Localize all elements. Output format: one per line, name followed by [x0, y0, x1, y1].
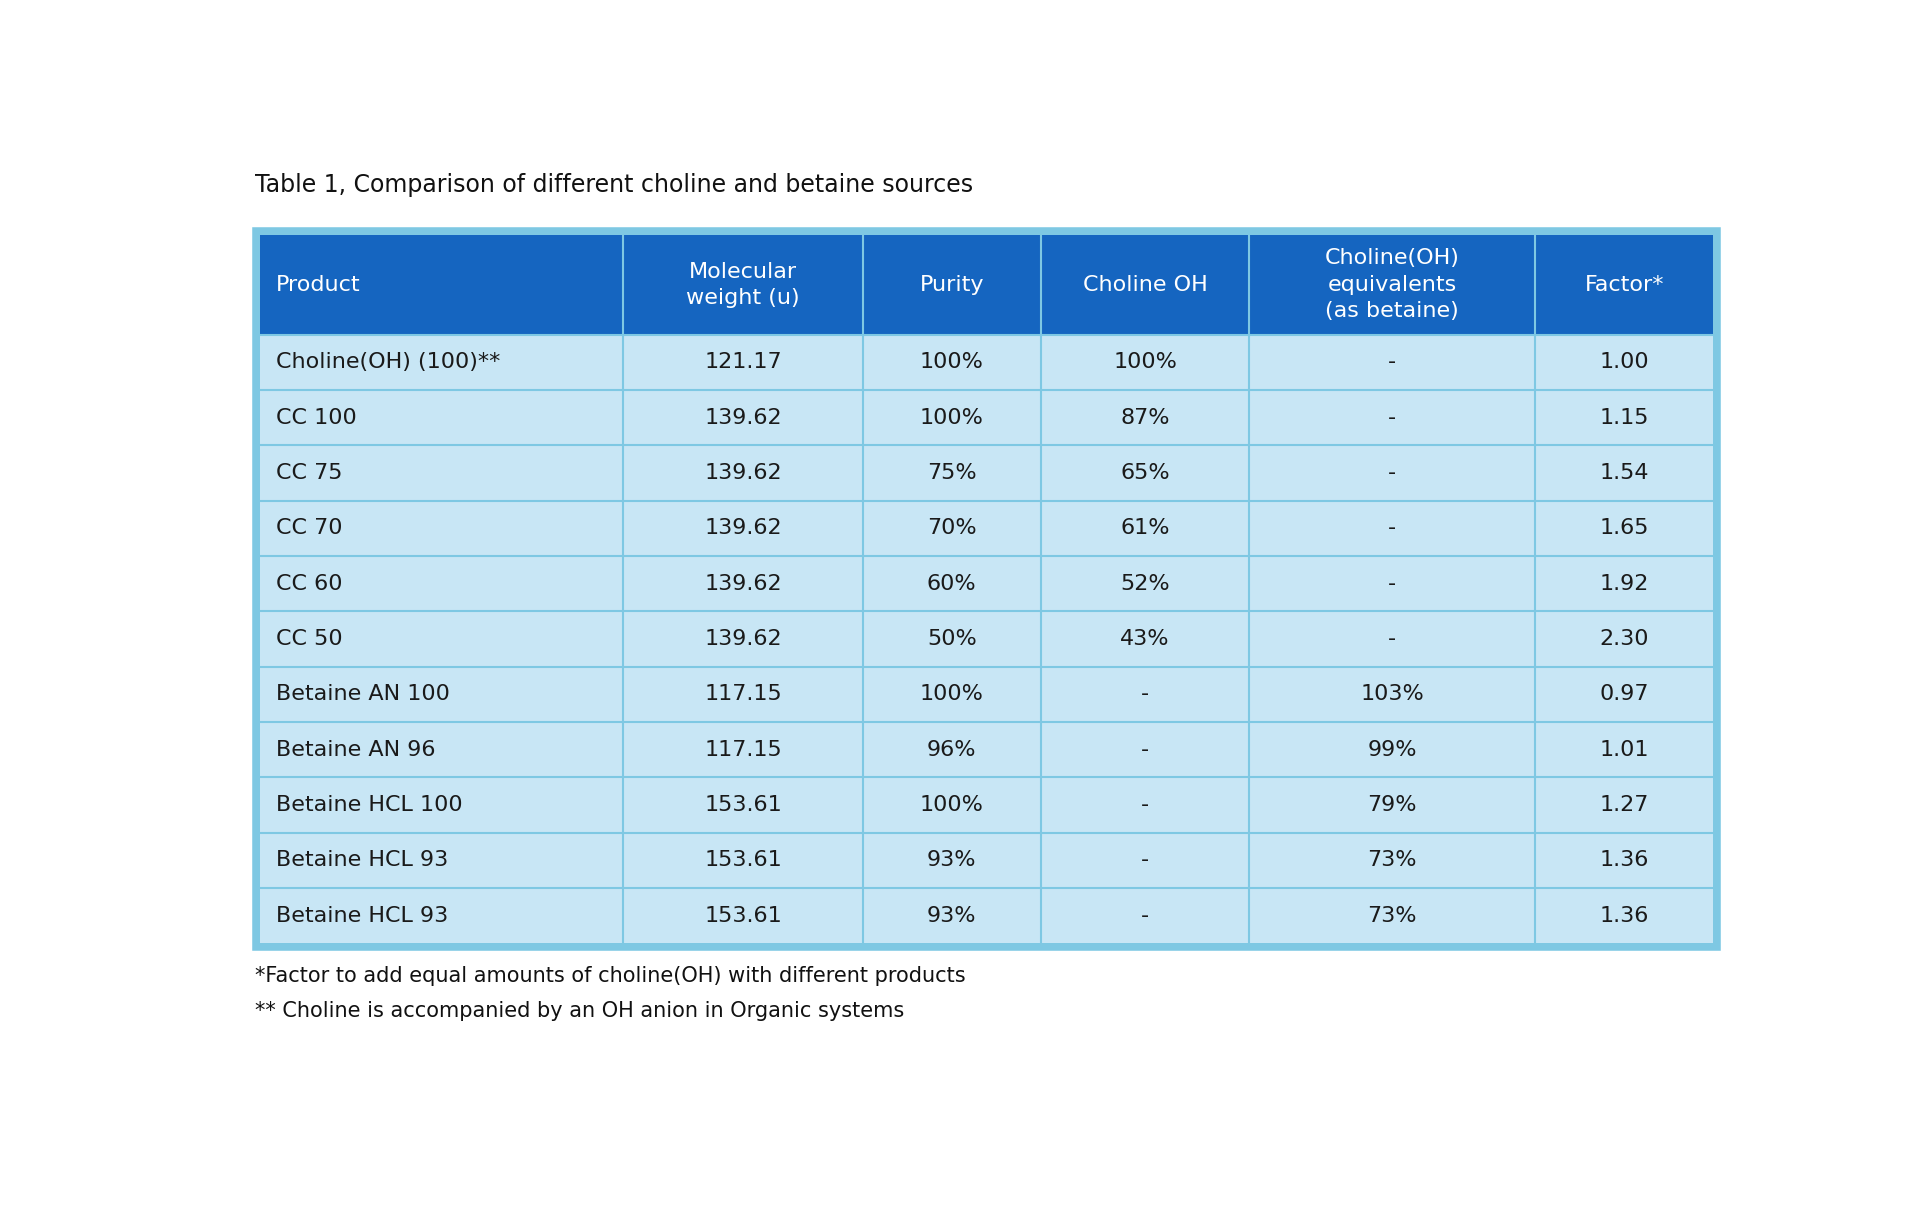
- Text: 117.15: 117.15: [705, 739, 782, 760]
- Bar: [260, 500, 1713, 556]
- Text: 1.36: 1.36: [1600, 905, 1650, 926]
- Text: 1.65: 1.65: [1600, 518, 1650, 538]
- Text: 100%: 100%: [1113, 353, 1176, 372]
- Text: 139.62: 139.62: [705, 462, 782, 483]
- Text: 93%: 93%: [928, 850, 976, 870]
- Text: 153.61: 153.61: [705, 795, 782, 815]
- Text: 43%: 43%: [1120, 630, 1170, 649]
- Text: 2.30: 2.30: [1600, 630, 1650, 649]
- Text: -: -: [1388, 630, 1396, 649]
- Text: Choline(OH)
equivalents
(as betaine): Choline(OH) equivalents (as betaine): [1324, 249, 1459, 321]
- Text: 52%: 52%: [1120, 573, 1170, 594]
- Text: -: -: [1388, 407, 1396, 427]
- Text: 139.62: 139.62: [705, 518, 782, 538]
- Text: 87%: 87%: [1120, 407, 1170, 427]
- Text: 60%: 60%: [928, 573, 976, 594]
- Text: -: -: [1142, 684, 1149, 704]
- Text: Molecular
weight (u): Molecular weight (u): [687, 261, 801, 307]
- Text: 75%: 75%: [928, 462, 976, 483]
- Text: Betaine HCL 93: Betaine HCL 93: [275, 850, 449, 870]
- Text: CC 70: CC 70: [275, 518, 343, 538]
- Text: CC 60: CC 60: [275, 573, 343, 594]
- Text: 1.36: 1.36: [1600, 850, 1650, 870]
- Bar: [256, 231, 1717, 948]
- Text: -: -: [1388, 353, 1396, 372]
- Text: 100%: 100%: [920, 795, 984, 815]
- Text: Factor*: Factor*: [1584, 274, 1663, 295]
- Text: 100%: 100%: [920, 353, 984, 372]
- Text: CC 100: CC 100: [275, 407, 356, 427]
- Text: ** Choline is accompanied by an OH anion in Organic systems: ** Choline is accompanied by an OH anion…: [256, 1002, 905, 1021]
- Text: 139.62: 139.62: [705, 630, 782, 649]
- Text: 100%: 100%: [920, 407, 984, 427]
- Bar: [260, 722, 1713, 777]
- Text: 100%: 100%: [920, 684, 984, 704]
- Text: 1.00: 1.00: [1600, 353, 1650, 372]
- Text: 70%: 70%: [928, 518, 976, 538]
- Bar: [260, 833, 1713, 888]
- Text: Betaine AN 96: Betaine AN 96: [275, 739, 435, 760]
- Text: 1.54: 1.54: [1600, 462, 1650, 483]
- Text: Table 1, Comparison of different choline and betaine sources: Table 1, Comparison of different choline…: [256, 173, 974, 198]
- Text: -: -: [1142, 795, 1149, 815]
- Text: 96%: 96%: [928, 739, 976, 760]
- Text: 79%: 79%: [1367, 795, 1417, 815]
- Text: Purity: Purity: [920, 274, 984, 295]
- Bar: [260, 777, 1713, 833]
- Text: 153.61: 153.61: [705, 850, 782, 870]
- Text: 50%: 50%: [928, 630, 976, 649]
- Text: -: -: [1388, 573, 1396, 594]
- Text: -: -: [1142, 739, 1149, 760]
- Text: 1.92: 1.92: [1600, 573, 1650, 594]
- Text: Betaine AN 100: Betaine AN 100: [275, 684, 449, 704]
- Text: 1.15: 1.15: [1600, 407, 1650, 427]
- Text: -: -: [1142, 850, 1149, 870]
- Text: 73%: 73%: [1367, 850, 1417, 870]
- Text: 61%: 61%: [1120, 518, 1170, 538]
- Text: CC 75: CC 75: [275, 462, 343, 483]
- Text: 93%: 93%: [928, 905, 976, 926]
- Text: *Factor to add equal amounts of choline(OH) with different products: *Factor to add equal amounts of choline(…: [256, 966, 966, 987]
- Bar: [260, 235, 1713, 334]
- Text: 103%: 103%: [1361, 684, 1424, 704]
- Bar: [260, 888, 1713, 943]
- Bar: [260, 334, 1713, 390]
- Text: -: -: [1388, 462, 1396, 483]
- Text: Betaine HCL 100: Betaine HCL 100: [275, 795, 462, 815]
- Bar: [260, 611, 1713, 666]
- Text: 117.15: 117.15: [705, 684, 782, 704]
- Bar: [260, 556, 1713, 611]
- Text: 121.17: 121.17: [705, 353, 782, 372]
- Bar: [260, 445, 1713, 500]
- Text: 1.27: 1.27: [1600, 795, 1650, 815]
- Text: 139.62: 139.62: [705, 573, 782, 594]
- Text: -: -: [1142, 905, 1149, 926]
- Text: CC 50: CC 50: [275, 630, 343, 649]
- Text: 73%: 73%: [1367, 905, 1417, 926]
- Bar: [260, 666, 1713, 722]
- Text: 139.62: 139.62: [705, 407, 782, 427]
- Text: Betaine HCL 93: Betaine HCL 93: [275, 905, 449, 926]
- Text: 65%: 65%: [1120, 462, 1170, 483]
- Bar: [260, 390, 1713, 445]
- Text: -: -: [1388, 518, 1396, 538]
- Text: Choline(OH) (100)**: Choline(OH) (100)**: [275, 353, 500, 372]
- Text: 153.61: 153.61: [705, 905, 782, 926]
- Text: 0.97: 0.97: [1600, 684, 1650, 704]
- Text: 1.01: 1.01: [1600, 739, 1650, 760]
- Text: Product: Product: [275, 274, 360, 295]
- Text: 99%: 99%: [1367, 739, 1417, 760]
- Text: Choline OH: Choline OH: [1082, 274, 1207, 295]
